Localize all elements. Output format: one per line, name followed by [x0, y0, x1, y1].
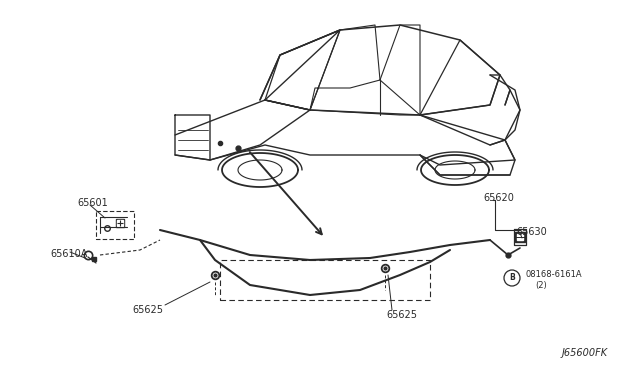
Text: J65600FK: J65600FK [562, 348, 608, 358]
Text: 65625: 65625 [132, 305, 163, 315]
Text: 08168-6161A: 08168-6161A [526, 270, 582, 279]
Text: 65620: 65620 [483, 193, 514, 203]
Text: 65630: 65630 [516, 227, 547, 237]
Text: 65625: 65625 [386, 310, 417, 320]
Text: 65610A: 65610A [50, 249, 88, 259]
Text: (2): (2) [535, 281, 547, 290]
Text: B: B [509, 273, 515, 282]
Text: 65601: 65601 [77, 198, 108, 208]
